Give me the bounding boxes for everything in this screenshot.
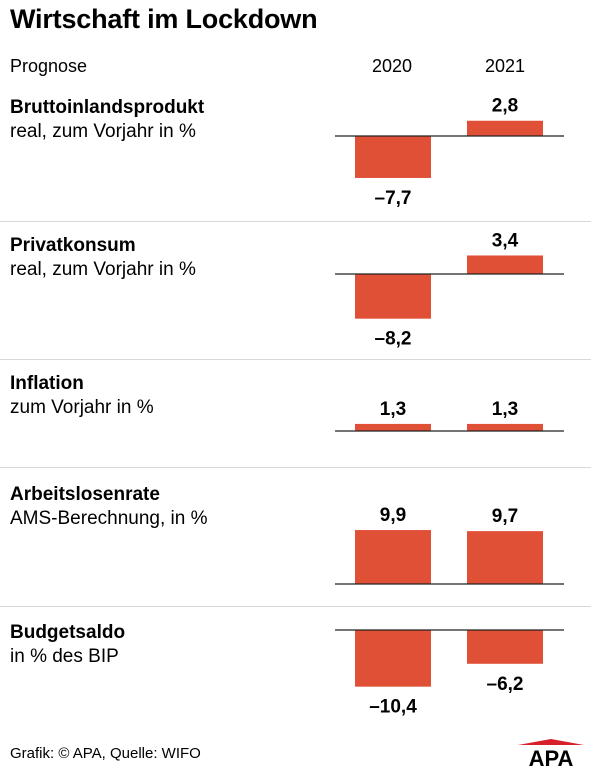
chart-subtitle: Prognose <box>10 56 88 76</box>
source-credit: Grafik: © APA, Quelle: WIFO <box>10 745 201 762</box>
section-subtitle-bip: real, zum Vorjahr in % <box>10 121 196 142</box>
chart-title: Wirtschaft im Lockdown <box>10 4 318 34</box>
year-header-2020: 2020 <box>371 56 413 76</box>
section-subtitle-arbeitslosenrate: AMS-Berechnung, in % <box>10 508 208 529</box>
bar-value-label: 1,3 <box>492 399 518 420</box>
bar-2021 <box>467 630 543 664</box>
section-divider <box>0 359 591 360</box>
section-divider <box>0 467 591 468</box>
bar-2020 <box>355 630 431 687</box>
bar-2020 <box>355 423 431 431</box>
bar-value-label: –10,4 <box>369 697 417 718</box>
bar-value-label: 1,3 <box>380 399 406 420</box>
bar-value-label: 2,8 <box>492 96 518 117</box>
section-title-budgetsaldo: Budgetsaldo <box>10 622 126 643</box>
apa-logo: APA <box>518 739 584 772</box>
bar-value-label: 9,7 <box>492 506 518 527</box>
bar-value-label: –6,2 <box>487 674 524 695</box>
bar-value-label: 3,4 <box>492 230 519 251</box>
bar-value-label: –7,7 <box>375 188 412 209</box>
bar-2021 <box>467 423 543 431</box>
bar-2020 <box>355 530 431 584</box>
section-subtitle-privatkonsum: real, zum Vorjahr in % <box>10 259 196 280</box>
section-divider <box>0 606 591 607</box>
bar-2020 <box>355 274 431 319</box>
bar-2021 <box>467 120 543 136</box>
section-subtitle-budgetsaldo: in % des BIP <box>10 646 119 667</box>
svg-text:APA: APA <box>529 746 574 767</box>
section-title-arbeitslosenrate: Arbeitslosenrate <box>10 484 160 505</box>
bar-2021 <box>467 255 543 274</box>
bar-value-label: 9,9 <box>380 505 406 526</box>
bar-value-label: –8,2 <box>375 329 412 350</box>
section-divider <box>0 221 591 222</box>
section-title-bip: Bruttoinlandsprodukt <box>10 97 205 118</box>
section-title-privatkonsum: Privatkonsum <box>10 235 136 256</box>
section-title-inflation: Inflation <box>10 373 84 394</box>
bar-2021 <box>467 531 543 584</box>
year-header-2021: 2021 <box>484 56 526 76</box>
section-subtitle-inflation: zum Vorjahr in % <box>10 397 154 418</box>
bar-2020 <box>355 136 431 178</box>
